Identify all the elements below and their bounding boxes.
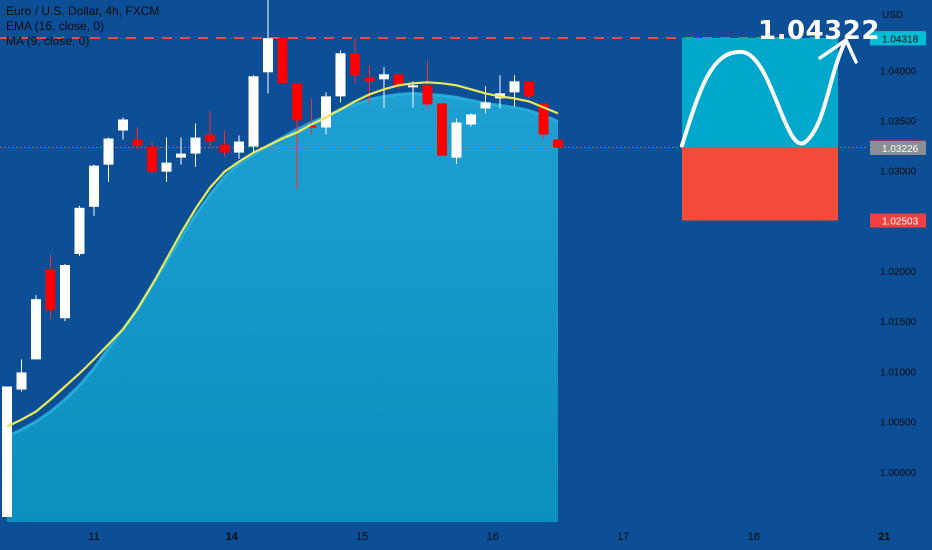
candle-body: [89, 165, 99, 207]
time-tick-label: 11: [88, 531, 99, 543]
legend-symbol[interactable]: Euro / U.S. Dollar, 4h, FXCM: [6, 4, 160, 18]
candle-body: [437, 103, 447, 156]
candle-body: [350, 53, 360, 76]
price-tick-label: 1.01500: [880, 317, 917, 328]
price-tag-label: 1.03226: [882, 144, 919, 155]
candle-body: [31, 299, 41, 360]
ma-area: [7, 93, 558, 523]
candle-body: [335, 53, 346, 97]
time-tick-label: 14: [226, 531, 239, 543]
price-axis[interactable]: USD 1.00000 1.00500 1.01000 1.01500 1.02000 1.…: [868, 0, 932, 550]
candle-body: [451, 122, 462, 158]
price-tag-label: 1.04318: [882, 34, 919, 45]
price-axis-currency: USD: [882, 10, 903, 21]
candle-body: [16, 372, 27, 390]
price-tag: [870, 31, 926, 46]
candle-body: [538, 103, 549, 135]
time-axis-bg: [0, 522, 932, 550]
candle-body: [277, 38, 288, 84]
candle-body: [161, 162, 172, 172]
candle-body: [553, 139, 563, 148]
candle-body: [147, 146, 157, 172]
time-axis[interactable]: 1114151617182122: [0, 522, 932, 550]
price-tick-label: 1.00000: [880, 468, 917, 479]
candle-body: [103, 138, 114, 165]
price-tick-label: 1.00500: [880, 418, 917, 429]
profit-zone: [682, 37, 838, 148]
candle-body: [364, 77, 375, 82]
candle-body: [234, 141, 244, 153]
candle-body: [45, 269, 56, 311]
price-tag: [870, 213, 926, 228]
ema-16-line: [6, 81, 559, 428]
ema-line: [6, 81, 559, 428]
price-tick-label: 1.03000: [880, 167, 917, 178]
candle-body: [379, 74, 389, 80]
forecast-arrow-icon: [818, 38, 858, 64]
legend-ema[interactable]: EMA (16, close, 0): [6, 19, 105, 33]
price-tag: [870, 140, 926, 155]
candle-body: [509, 81, 520, 93]
candle-body: [248, 76, 259, 147]
candle-body: [118, 119, 128, 131]
target-price-label: 1.04322: [758, 16, 880, 46]
candle-body: [219, 144, 230, 153]
price-tick-label: 1.02000: [880, 267, 917, 278]
candle-body: [190, 137, 201, 154]
time-tick-label: 18: [748, 531, 760, 543]
chart-legend: Euro / U.S. Dollar, 4h, FXCM EMA (16, cl…: [6, 4, 159, 49]
long-position-tool[interactable]: [680, 37, 858, 221]
candle-body: [292, 83, 302, 121]
time-tick-label: 17: [617, 531, 629, 543]
time-tick-label: 21: [878, 531, 890, 543]
candles: [2, 0, 563, 517]
candle-body: [321, 96, 331, 128]
price-tick-label: 1.03500: [880, 116, 917, 127]
candle-body: [74, 207, 85, 254]
candle-body: [422, 85, 433, 105]
candle-body: [306, 125, 317, 128]
candle-body: [60, 265, 70, 319]
legend-ma[interactable]: MA (9, close, 0): [6, 34, 90, 48]
candle-body: [393, 74, 404, 86]
price-tick-label: 1.04000: [880, 66, 917, 77]
candle-body: [524, 81, 534, 97]
time-tick-label: 15: [356, 531, 368, 543]
candle-body: [132, 139, 143, 146]
candle-body: [176, 153, 186, 158]
candle-body: [205, 134, 215, 142]
candle-body: [2, 386, 12, 517]
price-axis-bg: [868, 0, 932, 550]
forecast-curve: [680, 39, 847, 148]
candle-body: [480, 102, 491, 109]
price-tag-label: 1.02503: [882, 217, 919, 228]
loss-zone: [682, 147, 838, 221]
candle-body: [263, 38, 273, 73]
price-tick-label: 1.01000: [880, 367, 917, 378]
candle-body: [408, 85, 418, 88]
time-tick-label: 16: [487, 531, 499, 543]
candle-body: [466, 114, 476, 125]
